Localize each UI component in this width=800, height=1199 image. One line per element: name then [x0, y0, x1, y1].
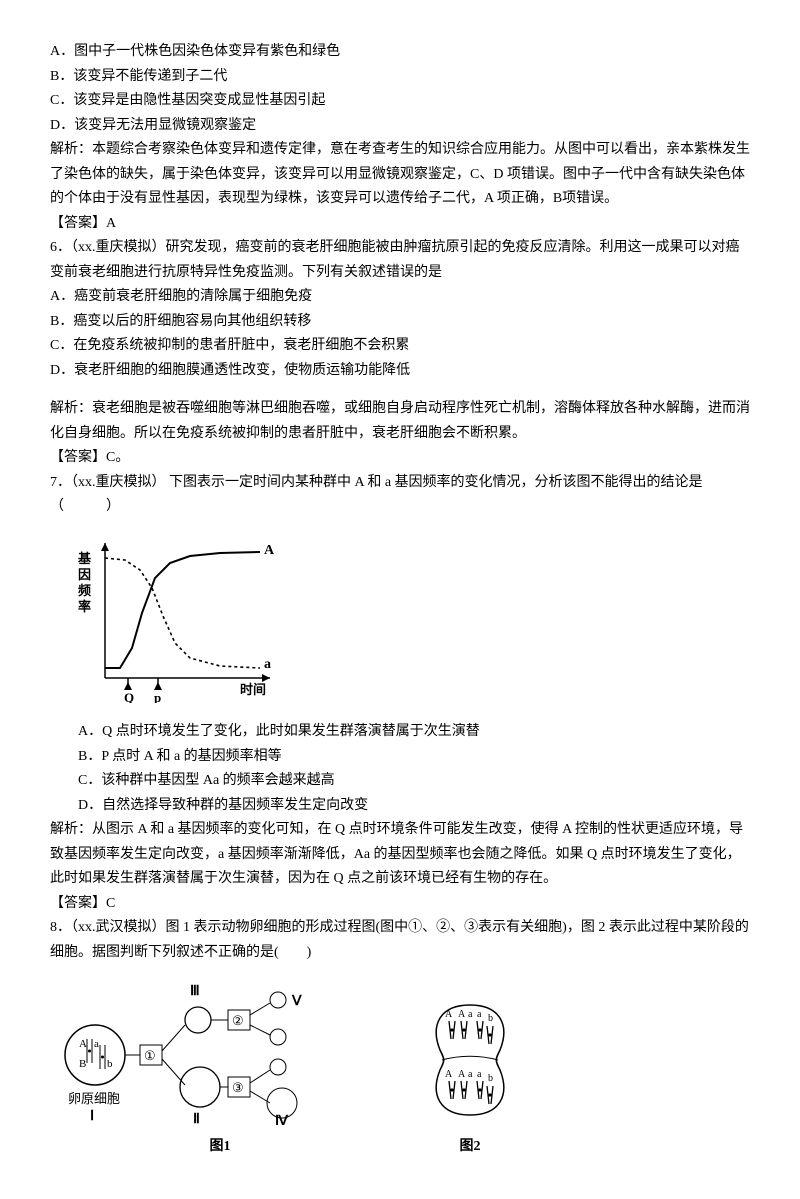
svg-text:A: A: [445, 1069, 453, 1080]
svg-text:卵原细胞: 卵原细胞: [68, 1091, 120, 1106]
svg-text:Q: Q: [124, 690, 134, 703]
q8-fig2-wrap: AAaabAAaab 图2: [420, 995, 520, 1159]
q8-block: 8．（xx.武汉模拟）图 1 表示动物卵细胞的形成过程图(图中①、②、③表示有关…: [50, 916, 750, 1159]
q6-analysis: 解析：衰老细胞是被吞噬细胞等淋巴细胞吞噬，或细胞自身启动程序性死亡机制，溶酶体释…: [50, 397, 750, 446]
svg-text:时间: 时间: [240, 682, 266, 697]
q5-option-a: A．图中子一代株色因染色体变异有紫色和绿色: [50, 40, 750, 65]
q6-block: 6．（xx.重庆模拟）研究发现，癌变前的衰老肝细胞能被由肿瘤抗原引起的免疫反应清…: [50, 236, 750, 471]
gene-frequency-chart: 基因频率时间 Aa Qp: [70, 528, 290, 703]
q6-stem: 6．（xx.重庆模拟）研究发现，癌变前的衰老肝细胞能被由肿瘤抗原引起的免疫反应清…: [50, 236, 750, 285]
svg-text:频: 频: [78, 583, 91, 598]
svg-text:③: ③: [232, 1080, 244, 1095]
svg-text:Ⅱ: Ⅱ: [193, 1112, 200, 1125]
q7-analysis: 解析：从图示 A 和 a 基因频率的变化可知，在 Q 点时环境条件可能发生改变，…: [50, 818, 750, 892]
q7-answer: 【答案】C: [50, 892, 750, 917]
svg-text:A: A: [79, 1038, 87, 1050]
q6-option-b: B．癌变以后的肝细胞容易向其他组织转移: [50, 310, 750, 335]
spacer: [50, 383, 750, 397]
svg-text:A: A: [445, 1009, 453, 1020]
svg-text:A: A: [264, 543, 275, 558]
q7-stem: 7．（xx.重庆模拟） 下图表示一定时间内某种群中 A 和 a 基因频率的变化情…: [50, 471, 750, 520]
svg-text:因: 因: [78, 567, 91, 582]
oocyte-formation-diagram: AaBb 卵原细胞 Ⅰ ① Ⅲ Ⅱ ② ③ Ⅴ Ⅳ: [60, 975, 380, 1125]
q8-figures: AaBb卵原细胞Ⅰ①ⅢⅡ②③ⅤⅣ 图1 AAaabAAaab 图2: [60, 975, 750, 1159]
q6-option-a: A．癌变前衰老肝细胞的清除属于细胞免疫: [50, 285, 750, 310]
q5-block: A．图中子一代株色因染色体变异有紫色和绿色 B．该变异不能传递到子二代 C．该变…: [50, 40, 750, 236]
svg-text:a: a: [94, 1038, 99, 1050]
q5-option-d: D．该变异无法用显微镜观察鉴定: [50, 114, 750, 139]
q7-option-c: C．该种群中基因型 Aa 的频率会越来越高: [50, 769, 750, 794]
svg-text:Ⅲ: Ⅲ: [190, 984, 200, 999]
q8-fig1-wrap: AaBb 卵原细胞 Ⅰ ① Ⅲ Ⅱ ② ③ Ⅴ Ⅳ 图1: [60, 975, 380, 1159]
svg-text:a: a: [264, 657, 271, 672]
q7-block: 7．（xx.重庆模拟） 下图表示一定时间内某种群中 A 和 a 基因频率的变化情…: [50, 471, 750, 917]
q5-answer: 【答案】A: [50, 212, 750, 237]
svg-text:b: b: [488, 1013, 493, 1024]
q7-option-a: A．Q 点时环境发生了变化，此时如果发生群落演替属于次生演替: [50, 720, 750, 745]
q7-option-b: B．P 点时 A 和 a 的基因频率相等: [50, 745, 750, 770]
svg-text:A: A: [458, 1009, 466, 1020]
q5-option-c: C．该变异是由隐性基因突变成显性基因引起: [50, 89, 750, 114]
svg-text:a: a: [477, 1069, 482, 1080]
svg-text:率: 率: [78, 599, 91, 614]
q5-option-b: B．该变异不能传递到子二代: [50, 65, 750, 90]
q6-option-c: C．在免疫系统被抑制的患者肝脏中，衰老肝细胞不会积累: [50, 334, 750, 359]
q7-options: A．Q 点时环境发生了变化，此时如果发生群落演替属于次生演替 B．P 点时 A …: [50, 720, 750, 818]
svg-text:Ⅰ: Ⅰ: [90, 1109, 94, 1124]
svg-text:a: a: [468, 1009, 473, 1020]
fig2-caption: 图2: [420, 1135, 520, 1160]
svg-text:p: p: [154, 690, 161, 703]
svg-text:a: a: [477, 1009, 482, 1020]
svg-text:A: A: [458, 1069, 466, 1080]
svg-text:基: 基: [77, 551, 92, 566]
q7-option-d: D．自然选择导致种群的基因频率发生定向改变: [50, 794, 750, 819]
svg-text:b: b: [107, 1058, 113, 1070]
svg-text:Ⅴ: Ⅴ: [291, 994, 302, 1009]
fig1-caption: 图1: [60, 1135, 380, 1160]
svg-text:①: ①: [144, 1048, 156, 1063]
svg-text:a: a: [468, 1069, 473, 1080]
svg-text:B: B: [79, 1058, 86, 1070]
svg-text:Ⅳ: Ⅳ: [275, 1114, 289, 1125]
svg-text:b: b: [488, 1073, 493, 1084]
q6-answer: 【答案】C。: [50, 446, 750, 471]
q5-analysis: 解析：本题综合考察染色体变异和遗传定律，意在考查考生的知识综合应用能力。从图中可…: [50, 138, 750, 212]
svg-text:②: ②: [232, 1013, 244, 1028]
q7-chart: 基因频率时间 Aa Qp: [70, 528, 750, 713]
cell-stage-diagram: AAaabAAaab: [420, 995, 520, 1125]
q8-stem: 8．（xx.武汉模拟）图 1 表示动物卵细胞的形成过程图(图中①、②、③表示有关…: [50, 916, 750, 965]
q6-option-d: D．衰老肝细胞的细胞膜通透性改变，使物质运输功能降低: [50, 359, 750, 384]
